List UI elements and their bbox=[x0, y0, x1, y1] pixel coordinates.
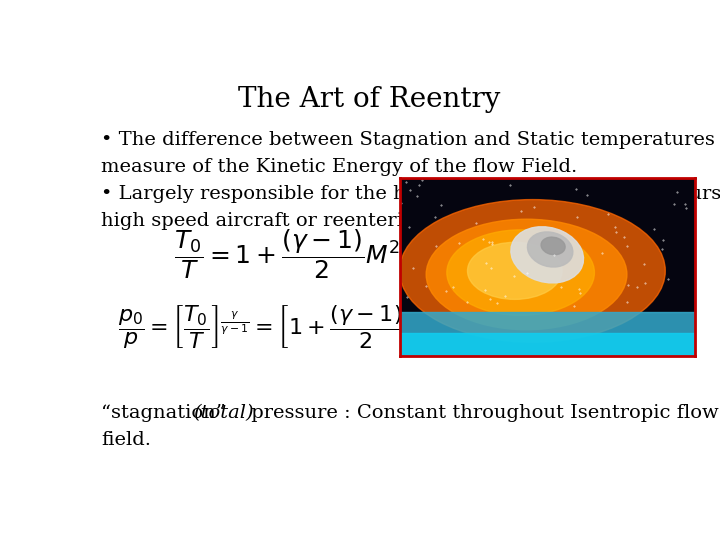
Text: The Art of Reentry: The Art of Reentry bbox=[238, 85, 500, 113]
Text: $\dfrac{p_0}{p} = \left[\dfrac{T_0}{T}\right]^{\frac{\gamma}{\gamma-1}} = \left[: $\dfrac{p_0}{p} = \left[\dfrac{T_0}{T}\r… bbox=[118, 303, 475, 350]
Text: (total): (total) bbox=[193, 404, 254, 422]
Bar bbox=[400, 312, 695, 356]
Ellipse shape bbox=[541, 237, 565, 255]
Ellipse shape bbox=[400, 200, 665, 342]
Ellipse shape bbox=[511, 227, 583, 283]
Text: field.: field. bbox=[101, 431, 151, 449]
Text: measure of the Kinetic Energy of the flow Field.: measure of the Kinetic Energy of the flo… bbox=[101, 158, 577, 177]
Text: pressure : Constant throughout Isentropic flow: pressure : Constant throughout Isentropi… bbox=[245, 404, 719, 422]
Text: • Largely responsible for the high Level of heating that occurs on: • Largely responsible for the high Level… bbox=[101, 185, 720, 204]
Ellipse shape bbox=[528, 232, 573, 267]
Bar bbox=[400, 333, 695, 356]
Text: $\dfrac{T_0}{T} = 1 + \dfrac{(\gamma - 1)}{2} M^2$: $\dfrac{T_0}{T} = 1 + \dfrac{(\gamma - 1… bbox=[174, 227, 400, 281]
Text: high speed aircraft or reentering space  Vehicles …: high speed aircraft or reentering space … bbox=[101, 212, 611, 231]
Text: • The difference between Stagnation and Static temperatures is a: • The difference between Stagnation and … bbox=[101, 131, 720, 150]
Ellipse shape bbox=[467, 242, 562, 299]
Ellipse shape bbox=[447, 230, 595, 315]
Ellipse shape bbox=[426, 219, 627, 329]
Text: “stagnation”: “stagnation” bbox=[101, 404, 232, 422]
